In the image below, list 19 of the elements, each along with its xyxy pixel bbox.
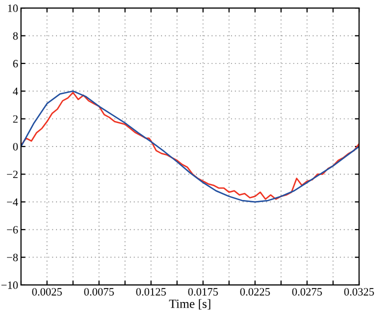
y-tick-label: −8 bbox=[6, 254, 18, 262]
x-tick-label: 0.0175 bbox=[188, 288, 218, 296]
x-tick-label: 0.0075 bbox=[84, 288, 114, 296]
y-tick-label: 6 bbox=[13, 60, 18, 68]
y-tick-label: −10 bbox=[1, 281, 18, 289]
y-tick-label: −2 bbox=[6, 170, 18, 178]
y-tick-label: −6 bbox=[6, 226, 18, 234]
y-tick-label: 2 bbox=[13, 115, 18, 123]
x-tick-label: 0.0025 bbox=[32, 288, 62, 296]
y-tick-label: 0 bbox=[13, 142, 18, 150]
x-tick-label: 0.0125 bbox=[136, 288, 166, 296]
y-tick-label: 10 bbox=[8, 4, 18, 12]
x-tick-label: 0.0275 bbox=[292, 288, 322, 296]
y-tick-label: 8 bbox=[13, 32, 18, 40]
y-tick-label: −4 bbox=[6, 198, 18, 206]
x-axis-title: Time [s] bbox=[169, 299, 210, 310]
y-tick-label: 4 bbox=[12, 88, 18, 95]
x-tick-label: 0.0325 bbox=[344, 288, 374, 296]
x-tick-label: 0.0225 bbox=[240, 288, 270, 296]
